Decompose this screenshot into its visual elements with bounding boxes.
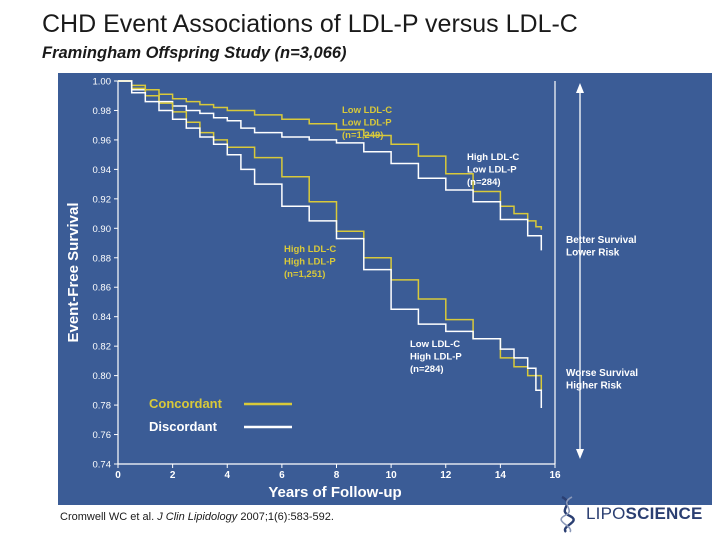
risk-arrow-down-icon (576, 449, 584, 459)
logo-prefix: LIPO (586, 504, 626, 523)
legend-label: Discordant (149, 419, 218, 434)
helix-icon (560, 495, 575, 533)
y-tick-label: 0.92 (93, 194, 112, 205)
x-tick-label: 12 (440, 470, 452, 481)
citation-authors: Cromwell WC et al. (60, 511, 155, 523)
liposcience-logo: LIPOSCIENCE (552, 494, 702, 534)
y-tick-label: 0.76 (93, 430, 112, 441)
curve-label: (n=1,251) (284, 269, 325, 280)
y-tick-label: 0.74 (93, 460, 112, 471)
better-survival-label: Lower Risk (566, 248, 620, 259)
y-tick-label: 0.96 (93, 135, 112, 146)
slide-subtitle: Framingham Offspring Study (n=3,066) (42, 44, 347, 62)
logo-text: LIPOSCIENCE (586, 504, 703, 524)
survival-curve-concordant (118, 80, 543, 230)
better-survival-label: Better Survival (566, 235, 637, 246)
worse-survival-label: Higher Risk (566, 381, 622, 392)
risk-arrow-up-icon (576, 83, 584, 93)
y-tick-label: 0.98 (93, 106, 112, 117)
curve-label: High LDL-P (284, 257, 336, 268)
x-tick-label: 0 (115, 470, 121, 481)
survival-curve-discordant (118, 80, 543, 251)
curve-label: (n=284) (467, 177, 501, 188)
y-tick-label: 1.00 (93, 77, 112, 88)
y-tick-label: 0.78 (93, 401, 112, 412)
curve-label: Low LDL-C (342, 105, 392, 116)
y-tick-label: 0.90 (93, 224, 112, 235)
logo-suffix: SCIENCE (625, 504, 703, 523)
curve-label: High LDL-C (467, 152, 519, 163)
survival-chart: 1.00 0.98 0.96 0.94 0.92 0.90 0.88 0.86 0.84 0.82… (65, 77, 638, 502)
worse-survival-label: Worse Survival (566, 368, 638, 379)
legend-label: Concordant (149, 396, 223, 411)
citation-journal: J Clin Lipidology (157, 511, 238, 523)
y-tick-label: 0.80 (93, 371, 112, 382)
x-axis-title: Years of Follow-up (268, 484, 401, 501)
curve-label: Low LDL-C (410, 339, 460, 350)
citation: Cromwell WC et al. J Clin Lipidology 200… (60, 511, 334, 523)
curve-label: High LDL-P (410, 352, 462, 363)
x-tick-label: 16 (549, 470, 561, 481)
x-tick-label: 4 (224, 470, 230, 481)
curve-label: Low LDL-P (467, 165, 517, 176)
y-tick-label: 0.86 (93, 283, 112, 294)
curve-label: (n=1,249) (342, 130, 383, 141)
citation-ref: 2007;1(6):583-592. (240, 511, 334, 523)
y-tick-label: 0.84 (93, 312, 112, 323)
x-tick-label: 8 (334, 470, 340, 481)
survival-curve-discordant (118, 80, 543, 408)
curve-label: High LDL-C (284, 244, 336, 255)
x-tick-label: 6 (279, 470, 285, 481)
y-axis-title: Event-Free Survival (65, 202, 82, 342)
y-tick-label: 0.88 (93, 253, 112, 264)
curve-label: Low LDL-P (342, 118, 392, 129)
x-tick-label: 2 (170, 470, 176, 481)
curve-label: (n=284) (410, 364, 444, 375)
y-tick-label: 0.94 (93, 165, 112, 176)
survival-curve-concordant (118, 80, 543, 391)
y-tick-label: 0.82 (93, 342, 112, 353)
chart-panel: 1.00 0.98 0.96 0.94 0.92 0.90 0.88 0.86 0.84 0.82… (58, 73, 712, 505)
slide-title: CHD Event Associations of LDL-P versus L… (42, 10, 578, 38)
x-tick-label: 14 (495, 470, 507, 481)
x-tick-label: 10 (386, 470, 398, 481)
